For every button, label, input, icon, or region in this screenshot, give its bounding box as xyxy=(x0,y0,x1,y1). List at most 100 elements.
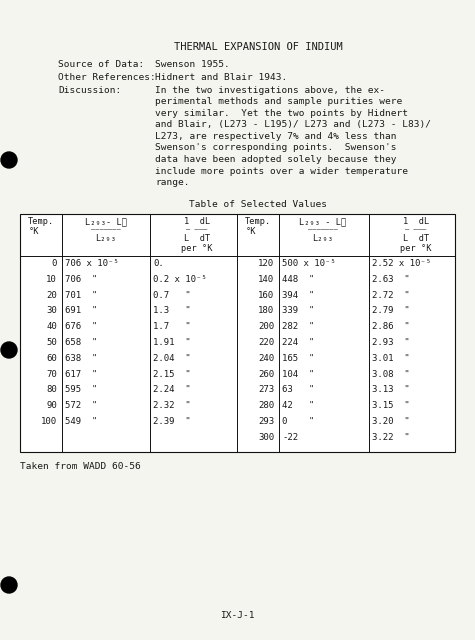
Text: 224  ": 224 " xyxy=(282,338,314,347)
Text: Swenson's corresponding points.  Swenson's: Swenson's corresponding points. Swenson'… xyxy=(155,143,397,152)
Text: -22: -22 xyxy=(282,433,298,442)
Text: — ———: — ——— xyxy=(186,226,208,232)
Text: 273: 273 xyxy=(258,385,274,394)
Text: 448  ": 448 " xyxy=(282,275,314,284)
Text: Table of Selected Values: Table of Selected Values xyxy=(189,200,327,209)
Circle shape xyxy=(1,577,17,593)
Text: 2.24  ": 2.24 " xyxy=(153,385,190,394)
Text: 2.79  ": 2.79 " xyxy=(372,307,409,316)
Text: 50: 50 xyxy=(46,338,57,347)
Text: Temp.: Temp. xyxy=(245,217,271,226)
Text: L₂₉₃ - Lᴛ: L₂₉₃ - Lᴛ xyxy=(299,217,347,226)
Text: 3.08  ": 3.08 " xyxy=(372,370,409,379)
Text: In the two investigations above, the ex-: In the two investigations above, the ex- xyxy=(155,86,385,95)
Text: ———————: ——————— xyxy=(91,226,121,232)
Text: 1.3   ": 1.3 " xyxy=(153,307,190,316)
Text: 617  ": 617 " xyxy=(65,370,97,379)
Text: 2.86  ": 2.86 " xyxy=(372,322,409,332)
Text: and Blair, (L273 - L195)/ L273 and (L273 - L83)/: and Blair, (L273 - L195)/ L273 and (L273… xyxy=(155,120,431,129)
Text: 0.: 0. xyxy=(153,259,164,268)
Text: 3.13  ": 3.13 " xyxy=(372,385,409,394)
Text: 2.93  ": 2.93 " xyxy=(372,338,409,347)
Text: 3.15  ": 3.15 " xyxy=(372,401,409,410)
Text: L  dT: L dT xyxy=(184,234,210,243)
Text: 2.52 x 10⁻⁵: 2.52 x 10⁻⁵ xyxy=(372,259,431,268)
Text: 2.15  ": 2.15 " xyxy=(153,370,190,379)
Text: 80: 80 xyxy=(46,385,57,394)
Text: L₂₉₃: L₂₉₃ xyxy=(95,234,116,243)
Text: 500 x 10⁻⁵: 500 x 10⁻⁵ xyxy=(282,259,336,268)
Text: per °K: per °K xyxy=(181,244,213,253)
Text: 60: 60 xyxy=(46,354,57,363)
Text: 2.04  ": 2.04 " xyxy=(153,354,190,363)
Text: IX-J-1: IX-J-1 xyxy=(220,611,254,620)
Circle shape xyxy=(1,342,17,358)
Text: 240: 240 xyxy=(258,354,274,363)
Text: Discussion:: Discussion: xyxy=(58,86,121,95)
Text: 701  ": 701 " xyxy=(65,291,97,300)
Text: 180: 180 xyxy=(258,307,274,316)
Text: Source of Data:: Source of Data: xyxy=(58,60,144,69)
Text: 2.39  ": 2.39 " xyxy=(153,417,190,426)
Bar xyxy=(20,214,455,452)
Text: 0.7   ": 0.7 " xyxy=(153,291,190,300)
Text: 549  ": 549 " xyxy=(65,417,97,426)
Text: 300: 300 xyxy=(258,433,274,442)
Text: °K: °K xyxy=(29,227,39,236)
Text: Taken from WADD 60-56: Taken from WADD 60-56 xyxy=(20,461,141,470)
Text: 120: 120 xyxy=(258,259,274,268)
Text: Other References:: Other References: xyxy=(58,73,156,82)
Text: 90: 90 xyxy=(46,401,57,410)
Text: 30: 30 xyxy=(46,307,57,316)
Text: °K: °K xyxy=(246,227,256,236)
Text: 3.01  ": 3.01 " xyxy=(372,354,409,363)
Text: 691  ": 691 " xyxy=(65,307,97,316)
Text: 20: 20 xyxy=(46,291,57,300)
Text: 140: 140 xyxy=(258,275,274,284)
Text: THERMAL EXPANSION OF INDIUM: THERMAL EXPANSION OF INDIUM xyxy=(174,42,342,52)
Text: 1.7   ": 1.7 " xyxy=(153,322,190,332)
Text: 339  ": 339 " xyxy=(282,307,314,316)
Text: 3.22  ": 3.22 " xyxy=(372,433,409,442)
Text: per °K: per °K xyxy=(400,244,432,253)
Text: perimental methods and sample purities were: perimental methods and sample purities w… xyxy=(155,97,402,106)
Text: range.: range. xyxy=(155,178,190,187)
Text: 165  ": 165 " xyxy=(282,354,314,363)
Text: 280: 280 xyxy=(258,401,274,410)
Text: 595  ": 595 " xyxy=(65,385,97,394)
Text: 293: 293 xyxy=(258,417,274,426)
Text: 3.20  ": 3.20 " xyxy=(372,417,409,426)
Text: ———————: ——————— xyxy=(308,226,338,232)
Text: 2.72  ": 2.72 " xyxy=(372,291,409,300)
Text: 42   ": 42 " xyxy=(282,401,314,410)
Text: 160: 160 xyxy=(258,291,274,300)
Text: 706  ": 706 " xyxy=(65,275,97,284)
Text: 104  ": 104 " xyxy=(282,370,314,379)
Text: very similar.  Yet the two points by Hidnert: very similar. Yet the two points by Hidn… xyxy=(155,109,408,118)
Text: 63   ": 63 " xyxy=(282,385,314,394)
Text: L  dT: L dT xyxy=(403,234,429,243)
Text: L₂₉₃: L₂₉₃ xyxy=(313,234,333,243)
Text: 706 x 10⁻⁵: 706 x 10⁻⁵ xyxy=(65,259,119,268)
Text: 282  ": 282 " xyxy=(282,322,314,332)
Text: 200: 200 xyxy=(258,322,274,332)
Text: 220: 220 xyxy=(258,338,274,347)
Text: 1  dL: 1 dL xyxy=(184,217,210,226)
Text: 10: 10 xyxy=(46,275,57,284)
Text: — ———: — ——— xyxy=(405,226,427,232)
Text: 2.32  ": 2.32 " xyxy=(153,401,190,410)
Text: 1.91  ": 1.91 " xyxy=(153,338,190,347)
Text: 638  ": 638 " xyxy=(65,354,97,363)
Circle shape xyxy=(1,152,17,168)
Text: Temp.: Temp. xyxy=(28,217,54,226)
Text: L273, are respectively 7% and 4% less than: L273, are respectively 7% and 4% less th… xyxy=(155,132,397,141)
Text: 0: 0 xyxy=(52,259,57,268)
Text: data have been adopted solely because they: data have been adopted solely because th… xyxy=(155,155,397,164)
Text: Swenson 1955.: Swenson 1955. xyxy=(155,60,230,69)
Text: 100: 100 xyxy=(41,417,57,426)
Text: 40: 40 xyxy=(46,322,57,332)
Text: 260: 260 xyxy=(258,370,274,379)
Text: 0.2 x 10⁻⁵: 0.2 x 10⁻⁵ xyxy=(153,275,207,284)
Text: 676  ": 676 " xyxy=(65,322,97,332)
Text: 2.63  ": 2.63 " xyxy=(372,275,409,284)
